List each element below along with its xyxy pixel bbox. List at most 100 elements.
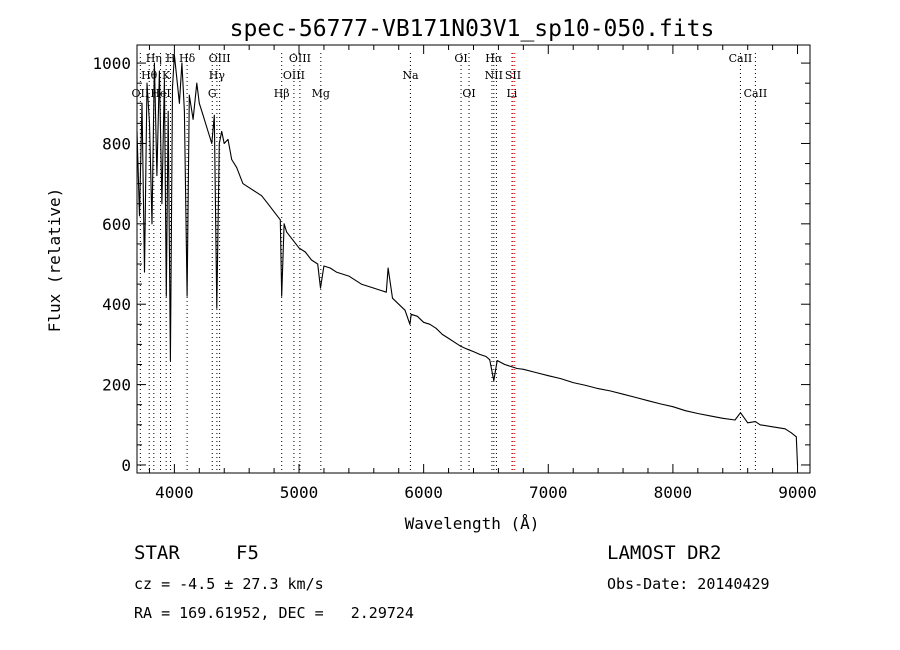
- data-point-0-82: [510, 366, 512, 367]
- data-point-0-39: [255, 191, 256, 193]
- x-tick-label-5000: 5000: [280, 483, 319, 502]
- data-point-0-47: [292, 239, 294, 241]
- data-point-0-45: [283, 223, 285, 225]
- data-point-0-9: [159, 70, 160, 72]
- data-point-0-80: [496, 360, 498, 361]
- data-point-0-37: [242, 183, 244, 185]
- y-tick-label-1000: 1000: [92, 54, 131, 73]
- data-point-0-68: [429, 323, 431, 325]
- line-label-8: Hθ: [141, 69, 158, 82]
- line-label-5: OI: [454, 52, 467, 65]
- data-point-0-5: [149, 123, 150, 124]
- data-point-0-66: [417, 315, 418, 317]
- data-point-0-28: [211, 143, 213, 144]
- data-point-0-69: [435, 327, 437, 329]
- data-point-0-26: [202, 114, 204, 116]
- data-point-0-99: [709, 415, 711, 417]
- data-point-0-31: [218, 143, 220, 144]
- data-point-0-8: [156, 175, 158, 177]
- x-tick-label-6000: 6000: [404, 483, 443, 502]
- data-point-0-7: [154, 62, 155, 64]
- data-point-0-92: [622, 393, 624, 395]
- data-point-0-3: [144, 271, 145, 273]
- data-point-0-48: [298, 247, 300, 249]
- data-point-0-67: [423, 321, 424, 323]
- data-point-0-21: [186, 295, 188, 297]
- line-label-21: Li: [506, 87, 517, 100]
- y-axis-label: Flux (relative): [45, 188, 64, 333]
- x-tick-label-7000: 7000: [529, 483, 568, 502]
- line-label-17: G: [208, 87, 217, 100]
- data-point-0-20: [184, 110, 185, 112]
- data-point-0-14: [170, 360, 171, 361]
- data-point-0-52: [320, 287, 321, 289]
- data-point-0-95: [660, 403, 661, 405]
- data-point-0-60: [387, 267, 389, 269]
- y-tick-label-600: 600: [102, 215, 131, 234]
- coordinates-readout: RA = 169.61952, DEC = 2.29724: [134, 604, 414, 622]
- data-point-0-106: [772, 426, 773, 428]
- data-point-0-23: [192, 118, 194, 120]
- data-point-0-83: [516, 368, 518, 369]
- data-point-0-103: [747, 422, 749, 424]
- data-point-0-49: [304, 251, 306, 253]
- data-point-0-91: [610, 390, 611, 392]
- data-point-0-78: [489, 359, 491, 361]
- data-point-0-59: [385, 291, 387, 293]
- data-point-0-22: [188, 94, 190, 96]
- data-point-0-51: [317, 263, 319, 265]
- data-point-0-41: [267, 203, 269, 205]
- data-point-0-15: [172, 86, 173, 88]
- data-point-0-72: [454, 342, 456, 343]
- data-point-0-19: [181, 62, 183, 64]
- line-label-22: CaII: [744, 87, 768, 100]
- data-point-0-6: [151, 223, 153, 225]
- data-point-0-81: [504, 364, 506, 365]
- chart-title: spec-56777-VB171N03V1_sp10-050.fits: [230, 16, 715, 42]
- data-point-0-17: [176, 78, 178, 80]
- data-point-0-79: [493, 380, 495, 381]
- line-label-13: NII: [485, 69, 503, 82]
- data-point-0-57: [360, 283, 362, 285]
- line-label-18: Hβ: [274, 87, 290, 100]
- line-label-9: K: [162, 69, 171, 82]
- data-point-0-25: [198, 102, 200, 104]
- spectrum-series-0: [136, 54, 799, 466]
- data-point-0-13: [167, 110, 169, 112]
- redshift-readout: cz = -4.5 ± 27.3 km/s: [134, 575, 324, 593]
- line-label-7: CaII: [729, 52, 753, 65]
- data-point-0-18: [179, 102, 180, 104]
- line-label-4: OIII: [289, 52, 311, 65]
- y-tick-label-800: 800: [102, 134, 131, 153]
- data-point-0-32: [221, 131, 223, 132]
- data-point-0-64: [409, 323, 411, 325]
- data-point-0-53: [323, 265, 325, 267]
- x-tick-label-9000: 9000: [778, 483, 817, 502]
- data-point-0-93: [635, 397, 636, 398]
- data-point-0-97: [685, 410, 686, 412]
- data-point-0-77: [485, 356, 487, 357]
- line-label-10: Hγ: [209, 69, 226, 82]
- line-label-6: Hα: [485, 52, 503, 65]
- line-label-16: HeI: [150, 87, 170, 100]
- data-point-0-96: [672, 406, 674, 408]
- data-point-0-75: [473, 351, 474, 352]
- object-class: STAR: [134, 542, 180, 564]
- data-point-0-104: [755, 421, 756, 422]
- data-point-0-94: [647, 400, 649, 402]
- data-point-0-63: [404, 309, 406, 311]
- data-point-0-34: [227, 139, 229, 140]
- data-point-0-84: [523, 368, 524, 370]
- x-axis-label: Wavelength (Å): [405, 514, 540, 533]
- plot-frame: [136, 44, 811, 474]
- data-point-0-24: [196, 82, 198, 84]
- data-point-0-101: [734, 419, 736, 421]
- data-point-0-70: [441, 334, 443, 335]
- data-point-0-107: [784, 428, 786, 430]
- line-label-2: Hδ: [179, 52, 196, 65]
- data-point-0-54: [329, 267, 331, 269]
- y-tick-label-0: 0: [121, 456, 131, 475]
- data-point-0-71: [448, 338, 449, 339]
- data-point-0-87: [560, 378, 562, 379]
